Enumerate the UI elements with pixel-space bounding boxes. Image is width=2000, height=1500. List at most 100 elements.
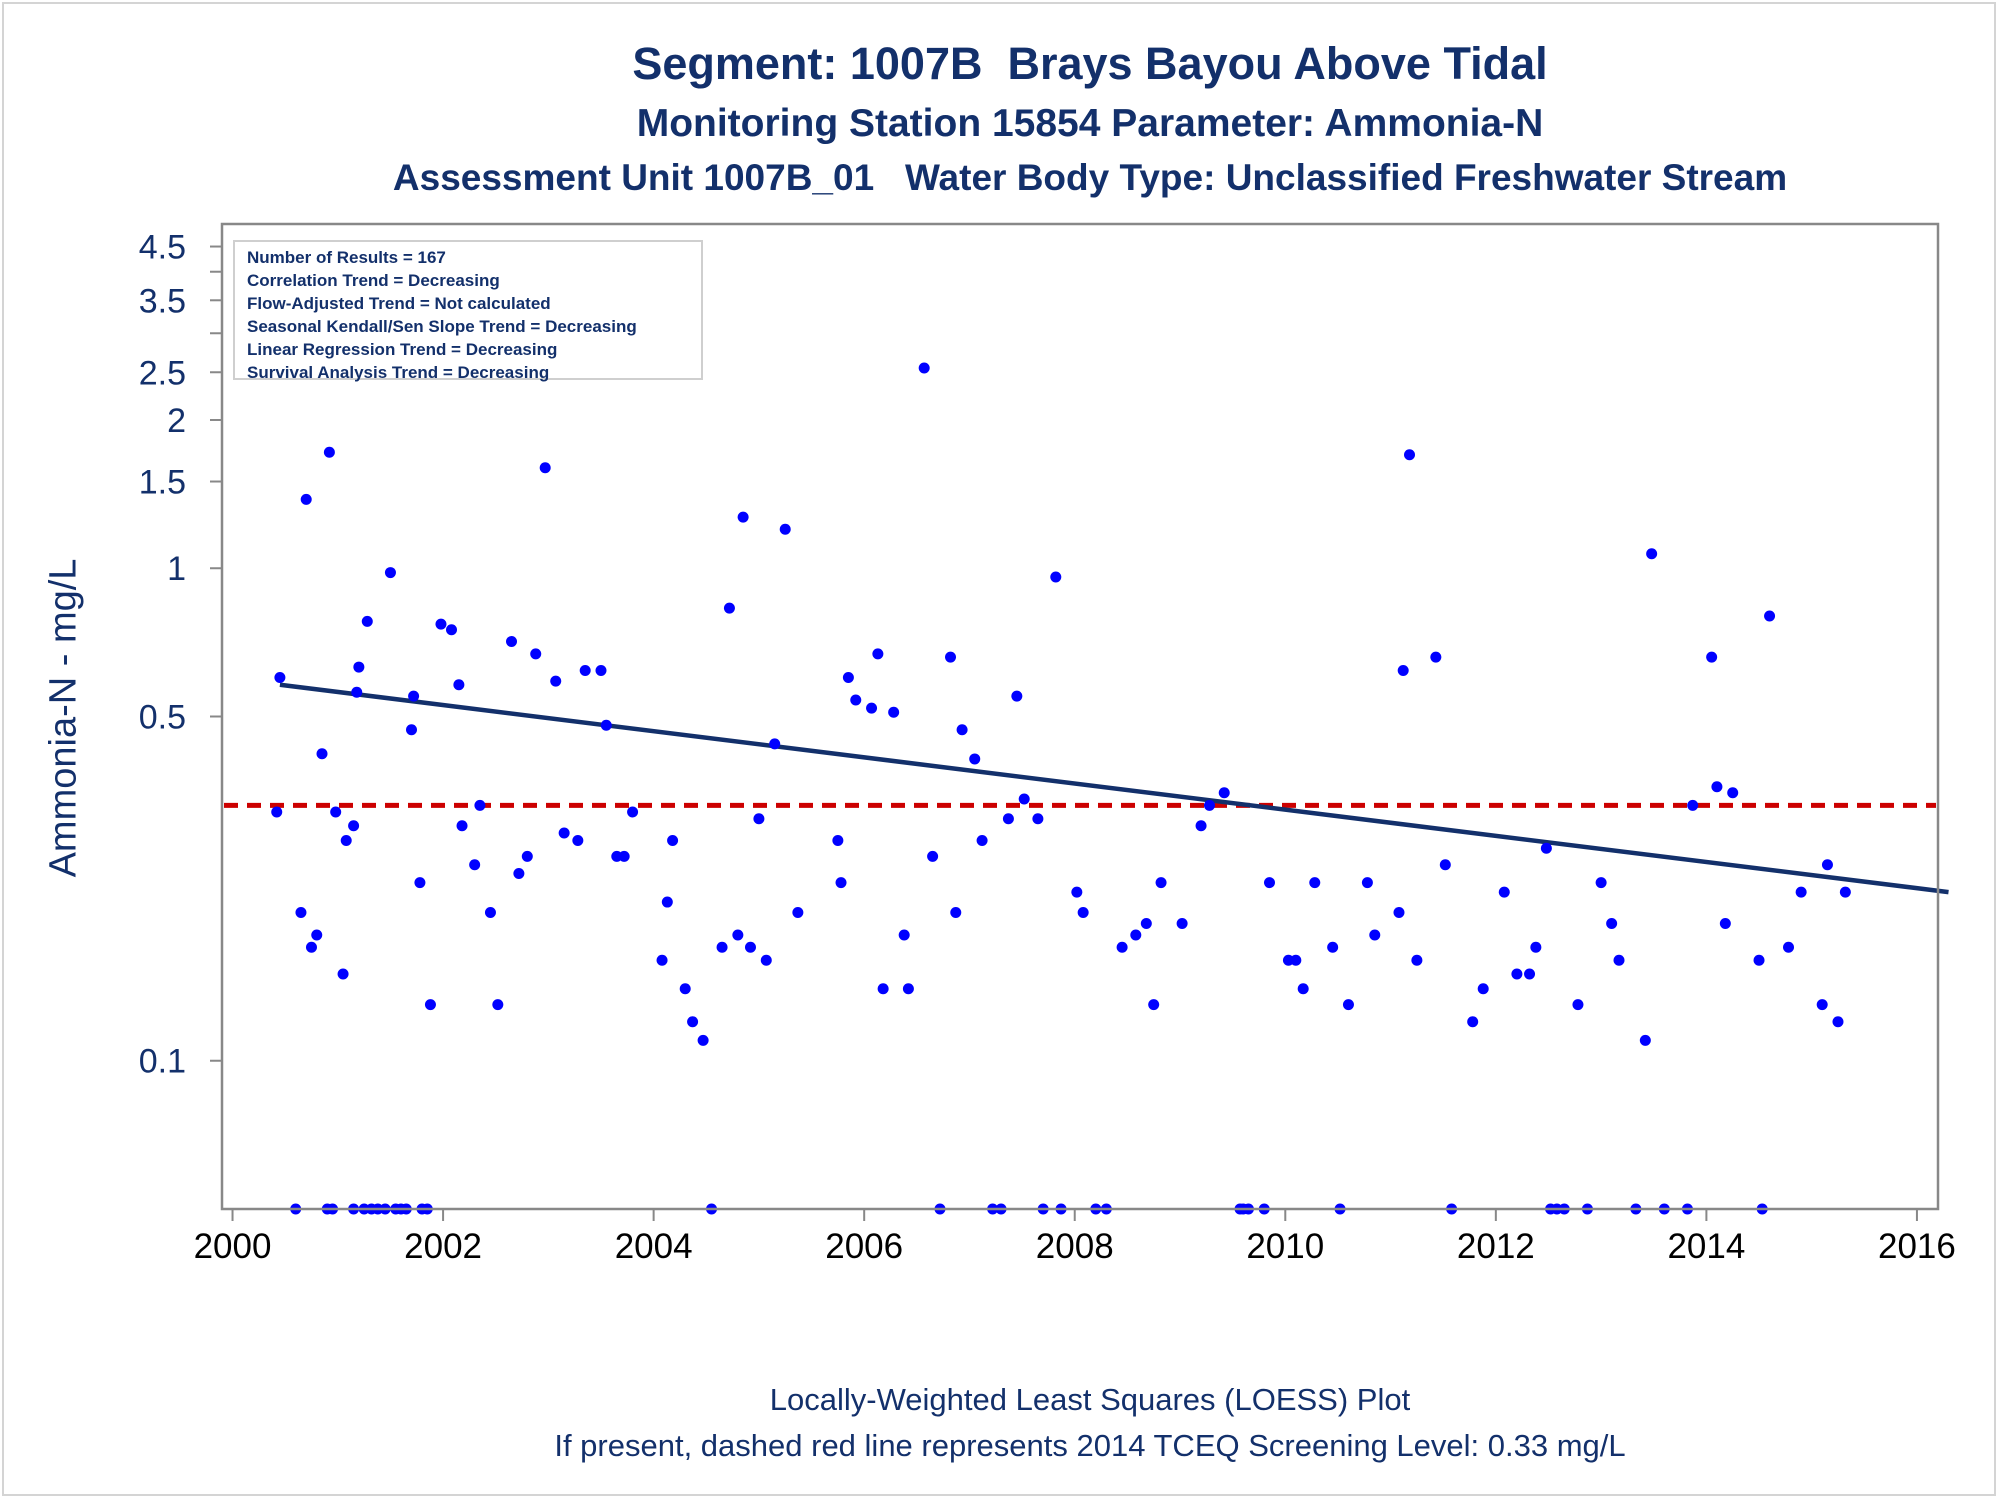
data-point [1411,954,1423,966]
data-point [1155,877,1167,889]
data-point [1002,813,1014,825]
data-point [323,446,335,458]
data-point [1613,954,1625,966]
data-point [866,702,878,714]
data-point [1327,941,1339,953]
data-point [453,679,465,691]
data-point [1821,859,1833,871]
trend-line-path [279,682,1949,895]
data-point [484,906,496,918]
data-point [384,567,396,579]
data-point [1176,917,1188,929]
x-tick-label: 2012 [1457,1227,1535,1266]
data-point [1816,999,1828,1011]
data-point [976,835,988,847]
data-point [950,906,962,918]
data-point [513,867,525,879]
legend-survival-analysis-trend: Survival Analysis Trend = Decreasing [247,363,550,382]
data-point [539,462,551,474]
y-tick-label: 0.1 [139,1043,186,1081]
data-point [1404,449,1416,461]
x-tick-label: 2006 [825,1227,903,1266]
data-point [1530,941,1542,953]
data-point [832,835,844,847]
data-point [927,850,939,862]
data-point [469,859,481,871]
data-point [1783,941,1795,953]
data-point [558,827,570,839]
data-point [898,929,910,941]
data-point [1711,781,1723,793]
data-point [1195,820,1207,832]
data-point [1706,651,1718,663]
data-point [1397,664,1409,676]
data-point [716,941,728,953]
data-point [550,675,562,687]
data-point [945,651,957,663]
data-point [579,664,591,676]
data-point [351,686,363,698]
trend-summary-box: Number of Results = 167 Correlation Tren… [233,240,703,382]
data-point [456,820,468,832]
data-point [969,753,981,765]
data-point [1393,906,1405,918]
data-point [1753,954,1765,966]
data-point [1524,968,1536,980]
data-point [300,493,312,505]
data-point [1764,610,1776,622]
data-point [723,602,735,614]
x-tick-label: 2016 [1878,1227,1956,1266]
data-point [1727,787,1739,799]
y-tick-label: 3.5 [139,282,186,320]
y-axis: 0.1 0.5 1 1.5 2 2.5 3.5 4.5 [139,229,222,1081]
data-point [1297,983,1309,995]
data-point [1203,799,1215,811]
data-point [600,719,612,731]
data-point [956,724,968,736]
data-point [732,929,744,941]
y-tick-label: 1 [167,550,186,588]
data-point [1832,1016,1844,1028]
data-point [408,690,420,702]
data-point [361,615,373,627]
data-point [330,806,342,818]
data-point [1467,1016,1479,1028]
data-point [1361,877,1373,889]
data-point [667,835,679,847]
data-point [474,799,486,811]
data-point [353,661,365,673]
data-point [792,906,804,918]
data-point [1077,906,1089,918]
data-point [1839,886,1851,898]
x-tick-label: 2000 [194,1227,272,1266]
data-point [850,694,862,706]
data-point [1540,842,1552,854]
data-point [1140,917,1152,929]
legend-seasonal-kendall-trend: Seasonal Kendall/Sen Slope Trend = Decre… [247,317,637,336]
data-point [435,618,447,630]
data-point [1606,917,1618,929]
data-point [1369,929,1381,941]
data-point [1018,793,1030,805]
data-point [1218,787,1230,799]
x-tick-label: 2008 [1036,1227,1114,1266]
data-point [627,806,639,818]
legend-correlation-trend: Correlation Trend = Decreasing [247,271,500,290]
data-point [1646,548,1658,560]
data-point [305,941,317,953]
legend-results-count: Number of Results = 167 [247,248,446,267]
data-point [446,624,458,636]
y-tick-label: 2 [167,402,186,440]
data-point [656,954,668,966]
data-point [1050,571,1062,583]
data-point [877,983,889,995]
data-point [295,906,307,918]
y-tick-label: 0.5 [139,699,186,737]
legend-linear-regression-trend: Linear Regression Trend = Decreasing [247,340,558,359]
data-point [1430,651,1442,663]
data-points [271,241,1851,1215]
data-point [1130,929,1142,941]
footnote-method: Locally-Weighted Least Squares (LOESS) P… [769,1382,1411,1417]
x-tick-label: 2014 [1667,1227,1745,1266]
x-tick-label: 2002 [404,1227,482,1266]
